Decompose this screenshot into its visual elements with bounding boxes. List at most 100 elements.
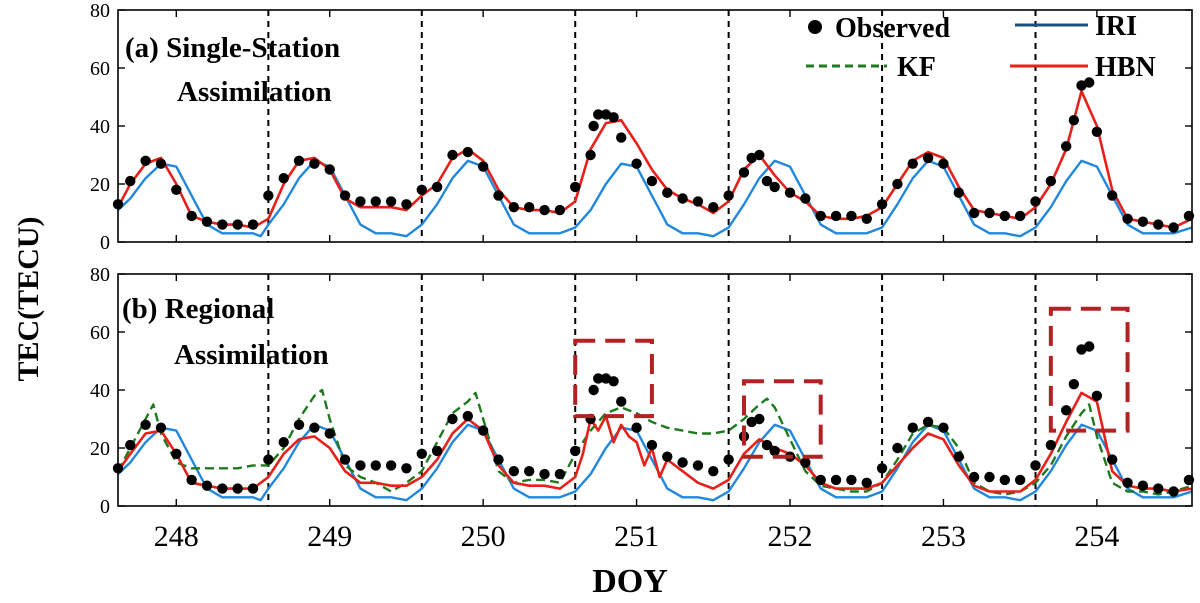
observed-point	[462, 410, 474, 422]
observed-point	[876, 199, 888, 210]
observed-point	[554, 468, 566, 480]
observed-point	[171, 448, 182, 459]
observed-point	[293, 419, 305, 430]
observed-point	[324, 428, 335, 439]
highlight-box	[1048, 306, 1130, 433]
x-tick-label: 252	[768, 520, 813, 553]
observed-point	[416, 448, 427, 459]
y-axis-label: TEC(TECU)	[12, 216, 45, 381]
observed-point	[1168, 222, 1179, 233]
observed-point	[201, 216, 213, 227]
observed-point	[692, 460, 704, 471]
observed-point	[278, 437, 289, 448]
observed-point	[570, 181, 581, 193]
observed-point	[186, 210, 197, 222]
observed-point	[247, 483, 259, 494]
observed-point	[800, 457, 811, 468]
observed-point	[447, 413, 458, 425]
observed-point	[217, 219, 228, 230]
observed-point	[1084, 77, 1095, 88]
legend-hbn-label: HBN	[1095, 52, 1156, 83]
observed-point	[431, 181, 443, 193]
observed-point	[477, 425, 489, 436]
y-tick-label: 40	[90, 116, 110, 138]
observed-point	[1107, 190, 1118, 201]
observed-point	[508, 202, 520, 213]
x-tick-label: 253	[921, 520, 966, 553]
observed-point	[1084, 341, 1095, 352]
observed-point	[155, 158, 167, 169]
observed-point	[815, 210, 826, 222]
panel-title-line1: (b) Regional	[122, 293, 274, 325]
observed-point	[738, 167, 750, 178]
observed-point	[1153, 219, 1164, 230]
observed-point	[1091, 390, 1103, 401]
observed-point	[186, 474, 197, 486]
observed-point	[309, 158, 320, 169]
legend: Observed IRI KF HBN	[806, 11, 1156, 83]
observed-point	[1045, 439, 1057, 451]
observed-point	[588, 384, 599, 396]
observed-point	[339, 454, 351, 465]
observed-point	[830, 474, 842, 486]
observed-point	[876, 463, 888, 474]
x-tick-label: 251	[614, 520, 659, 553]
observed-point	[1153, 483, 1164, 494]
observed-point	[1060, 141, 1072, 152]
series-line-iri	[117, 159, 1193, 238]
observed-point	[938, 422, 949, 433]
observed-point	[1060, 405, 1072, 416]
observed-point	[385, 196, 397, 207]
observed-point	[938, 158, 949, 169]
y-tick-label: 40	[90, 380, 110, 402]
observed-point	[355, 196, 366, 207]
y-tick-label: 80	[90, 264, 110, 286]
observed-point	[263, 190, 274, 201]
observed-point	[723, 190, 734, 201]
y-tick-label: 80	[90, 0, 110, 22]
panel-b: 0 20 40 60 80 248 249 250 251 252 253 254 (b) Region…	[90, 264, 1195, 553]
observed-point	[140, 419, 151, 430]
observed-point	[477, 161, 489, 172]
observed-point	[293, 155, 305, 166]
observed-point	[815, 474, 826, 486]
x-tick-label: 250	[461, 520, 506, 553]
observed-point	[593, 373, 604, 384]
series-line-hbn	[116, 391, 1193, 493]
observed-point	[171, 184, 182, 195]
observed-point	[1137, 216, 1149, 227]
x-tick-label: 249	[307, 520, 352, 553]
observed-point	[370, 196, 381, 207]
observed-point	[1030, 460, 1041, 471]
observed-point	[1045, 175, 1057, 187]
observed-point	[232, 483, 243, 494]
observed-point	[523, 466, 535, 477]
observed-point	[1068, 379, 1080, 390]
legend-iri-label: IRI	[1095, 11, 1137, 42]
observed-point	[907, 158, 918, 169]
observed-point	[754, 413, 765, 425]
x-tick-label: 254	[1074, 520, 1119, 553]
observed-point	[846, 474, 857, 486]
y-tick-label: 60	[90, 58, 110, 80]
observed-point	[608, 112, 619, 123]
observed-point	[493, 190, 504, 201]
observed-point	[401, 463, 412, 474]
observed-point	[539, 468, 550, 480]
observed-point	[968, 471, 980, 483]
observed-point	[125, 439, 136, 451]
observed-point	[830, 210, 842, 222]
observed-point	[646, 175, 658, 187]
panel-title-line1: (a) Single-Station	[125, 32, 340, 64]
observed-point	[922, 416, 934, 428]
observed-point	[922, 152, 934, 164]
observed-point	[523, 202, 535, 213]
observed-point	[708, 466, 719, 477]
observed-point	[769, 181, 780, 193]
observed-point	[140, 155, 151, 166]
highlight-box	[741, 379, 823, 459]
observed-point	[984, 471, 995, 483]
x-axis-label: DOY	[592, 563, 668, 598]
observed-point	[968, 207, 980, 219]
observed-point	[800, 193, 811, 204]
